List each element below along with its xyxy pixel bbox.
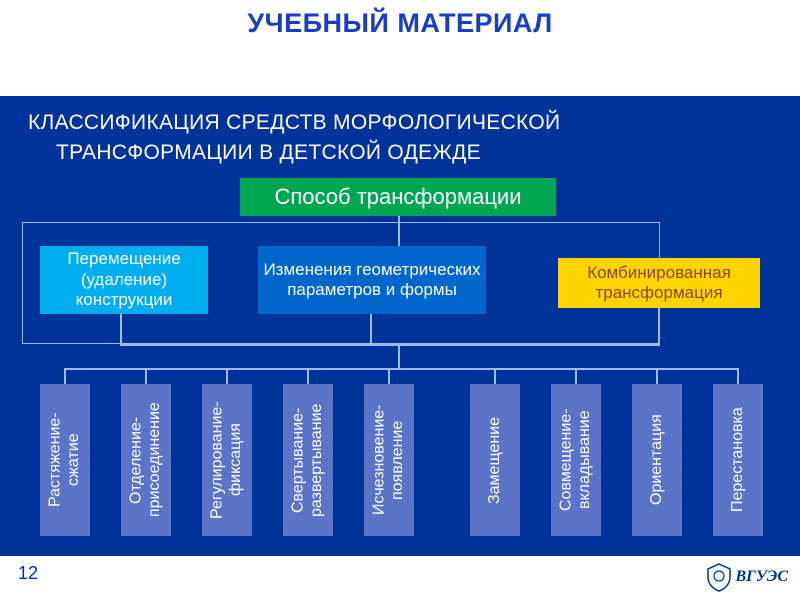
connector (307, 368, 309, 384)
page-number: 12 (18, 563, 38, 584)
connector (64, 368, 66, 384)
leaf-box: Отделение- присоединение (121, 384, 171, 536)
connector (370, 314, 372, 344)
connector (737, 368, 739, 384)
mid-label: Изменения геометрических параметров и фо… (262, 260, 482, 301)
connector (656, 368, 658, 384)
connector (145, 368, 147, 384)
mid-label: Комбинированная трансформация (562, 263, 756, 304)
mid-box-geometry: Изменения геометрических параметров и фо… (258, 246, 486, 314)
leaf-label: Совмещение- вкладывание (558, 390, 595, 530)
leaf-label: Регулирование- фиксация (209, 390, 246, 530)
title-area: УЧЕБНЫЙ МАТЕРИАЛ (0, 0, 800, 39)
mid-label: Перемещение (удаление) конструкции (44, 249, 204, 310)
leaf-label: Ориентация (648, 415, 666, 506)
leaf-label: Исчезновение- появление (371, 390, 408, 530)
leaf-box: Регулирование- фиксация (202, 384, 252, 536)
leaf-box: Исчезновение- появление (364, 384, 414, 536)
logo-text: ВГУЭС (735, 568, 788, 586)
connector (120, 344, 660, 346)
content-area: КЛАССИФИКАЦИЯ СРЕДСТВ МОРФОЛОГИЧЕСКОЙ ТР… (0, 96, 800, 556)
connector (398, 344, 400, 370)
connector (388, 368, 390, 384)
connector (494, 368, 496, 384)
subtitle-line1: КЛАССИФИКАЦИЯ СРЕДСТВ МОРФОЛОГИЧЕСКОЙ (28, 111, 560, 134)
leaf-label: Свертывание- развертывание (290, 390, 327, 530)
logo: ВГУЭС (706, 562, 788, 592)
subtitle: КЛАССИФИКАЦИЯ СРЕДСТВ МОРФОЛОГИЧЕСКОЙ ТР… (0, 96, 800, 169)
leaf-box: Ориентация (632, 384, 682, 536)
main-title: УЧЕБНЫЙ МАТЕРИАЛ (0, 8, 800, 39)
connector (658, 308, 660, 346)
mid-box-move: Перемещение (удаление) конструкции (40, 246, 208, 314)
leaf-box: Замещение (470, 384, 520, 536)
leaf-box: Свертывание- развертывание (283, 384, 333, 536)
root-box: Способ трансформации (240, 178, 556, 216)
leaf-label: Растяжение- сжатие (47, 390, 84, 530)
leaf-box: Растяжение- сжатие (40, 384, 90, 536)
subtitle-line2: ТРАНСФОРМАЦИИ В ДЕТСКОЙ ОДЕЖДЕ (28, 138, 481, 168)
slide: УЧЕБНЫЙ МАТЕРИАЛ КЛАССИФИКАЦИЯ СРЕДСТВ М… (0, 0, 800, 600)
connector (64, 368, 738, 370)
leaf-label: Перестановка (729, 408, 747, 513)
connector (226, 368, 228, 384)
leaf-label: Замещение (486, 417, 504, 504)
connector (120, 314, 122, 344)
leaf-box: Перестановка (713, 384, 763, 536)
logo-icon (706, 562, 732, 592)
mid-box-combined: Комбинированная трансформация (558, 258, 760, 308)
connector (575, 368, 577, 384)
leaf-label: Отделение- присоединение (128, 390, 165, 530)
leaf-box: Совмещение- вкладывание (551, 384, 601, 536)
